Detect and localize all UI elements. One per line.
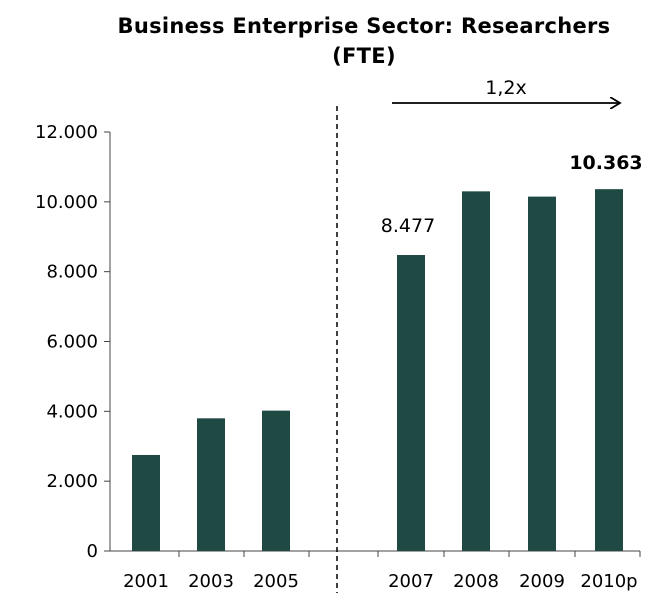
x-tick-label: 2007 <box>388 571 434 592</box>
bar <box>528 196 556 552</box>
bar <box>132 454 160 551</box>
x-tick-label: 2003 <box>188 571 234 592</box>
chart-title-line-1: Business Enterprise Sector: Researchers <box>117 14 611 38</box>
x-tick-label: 2010p <box>580 571 637 592</box>
x-tick-label: 2001 <box>123 571 169 592</box>
x-tick-label: 2009 <box>519 571 565 592</box>
x-tick-label: 2008 <box>453 571 499 592</box>
y-tick-label: 4.000 <box>46 401 98 422</box>
y-tick-label: 10.000 <box>35 192 98 213</box>
bar <box>197 418 225 551</box>
data-label: 10.363 <box>569 152 642 174</box>
bar <box>595 189 623 552</box>
bar <box>262 410 290 551</box>
y-tick-label: 2.000 <box>46 471 98 492</box>
y-tick-label: 0 <box>87 541 98 562</box>
data-label: 8.477 <box>381 215 435 237</box>
growth-label: 1,2x <box>485 77 526 99</box>
x-tick-label: 2005 <box>253 571 299 592</box>
chart-title-line-2: (FTE) <box>332 44 396 68</box>
y-tick-label: 12.000 <box>35 122 98 143</box>
y-tick-label: 6.000 <box>46 332 98 353</box>
y-tick-label: 8.000 <box>46 262 98 283</box>
bar <box>397 255 425 551</box>
bar <box>462 191 490 551</box>
